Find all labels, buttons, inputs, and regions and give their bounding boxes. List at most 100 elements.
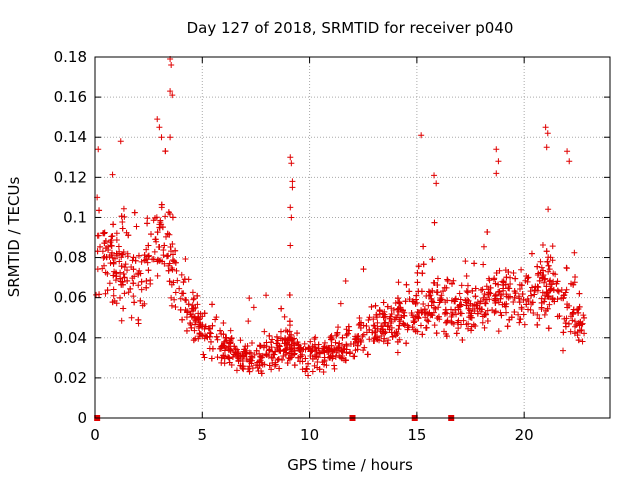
y-tick-label: 0.06 <box>54 289 87 307</box>
data-point <box>190 296 197 303</box>
data-point <box>329 355 336 362</box>
data-point <box>457 310 464 317</box>
data-point <box>458 321 465 328</box>
data-point <box>378 323 385 330</box>
data-point <box>117 275 124 282</box>
data-point <box>331 362 338 369</box>
data-point <box>102 269 109 276</box>
data-point <box>258 359 265 366</box>
data-point <box>405 324 412 331</box>
data-point <box>465 320 472 327</box>
data-point <box>510 299 517 306</box>
data-point <box>544 258 551 265</box>
data-point <box>221 347 228 354</box>
data-point <box>342 357 349 364</box>
data-point <box>212 316 219 323</box>
data-point <box>551 298 558 305</box>
data-point <box>415 288 422 295</box>
data-point <box>462 297 469 304</box>
data-point <box>289 336 296 343</box>
data-point <box>507 293 514 300</box>
data-point <box>563 315 570 322</box>
data-point <box>285 355 292 362</box>
data-point <box>406 288 413 295</box>
data-point <box>263 351 270 358</box>
data-point <box>214 354 221 361</box>
data-point <box>468 327 475 334</box>
data-point <box>528 292 535 299</box>
data-point <box>253 347 260 354</box>
data-point <box>288 214 295 221</box>
data-point <box>381 330 388 337</box>
data-point <box>537 258 544 265</box>
data-point <box>479 313 486 320</box>
data-point <box>266 332 273 339</box>
data-point <box>545 262 552 269</box>
data-point <box>269 355 276 362</box>
data-point <box>525 274 532 281</box>
data-point <box>157 217 164 224</box>
data-point <box>202 323 209 330</box>
data-point <box>429 312 436 319</box>
data-point <box>334 329 341 336</box>
data-point <box>122 261 129 268</box>
data-point <box>449 280 456 287</box>
data-point <box>492 300 499 307</box>
data-point <box>453 330 460 337</box>
data-point <box>352 335 359 342</box>
data-point <box>185 301 192 308</box>
data-point <box>214 336 221 343</box>
data-point <box>145 252 152 259</box>
data-point <box>101 262 108 269</box>
data-point <box>321 344 328 351</box>
data-point <box>228 335 235 342</box>
data-point <box>420 261 427 268</box>
data-point <box>516 319 523 326</box>
data-point <box>178 271 185 278</box>
data-point <box>511 294 518 301</box>
data-point <box>495 299 502 306</box>
data-point <box>545 293 552 300</box>
data-point <box>119 251 126 258</box>
data-point <box>374 319 381 326</box>
data-point <box>117 138 124 145</box>
y-tick-label: 0.18 <box>54 48 87 66</box>
data-point <box>394 349 401 356</box>
data-point <box>167 88 174 95</box>
data-point <box>226 355 233 362</box>
data-point <box>95 146 102 153</box>
data-point <box>413 292 420 299</box>
data-point <box>521 321 528 328</box>
data-point <box>563 264 570 271</box>
data-point <box>290 351 297 358</box>
data-point <box>378 332 385 339</box>
data-point <box>429 256 436 263</box>
data-point <box>253 362 260 369</box>
data-point <box>465 305 472 312</box>
data-point <box>506 316 513 323</box>
data-point <box>209 301 216 308</box>
data-point <box>478 287 485 294</box>
data-point <box>370 337 377 344</box>
data-point <box>94 248 101 255</box>
data-point <box>120 271 127 278</box>
data-point <box>464 289 471 296</box>
data-point <box>194 292 201 299</box>
data-point <box>527 288 534 295</box>
data-point <box>108 242 115 249</box>
data-point <box>505 269 512 276</box>
data-point <box>560 329 567 336</box>
data-point <box>464 282 471 289</box>
data-point <box>417 322 424 329</box>
data-point <box>374 325 381 332</box>
data-point <box>197 321 204 328</box>
data-point <box>380 338 387 345</box>
data-point <box>497 309 504 316</box>
data-point <box>165 209 172 216</box>
data-point <box>309 368 316 375</box>
data-point <box>152 214 159 221</box>
data-point <box>525 306 532 313</box>
data-point <box>326 346 333 353</box>
data-point <box>166 260 173 267</box>
data-point <box>180 279 187 286</box>
